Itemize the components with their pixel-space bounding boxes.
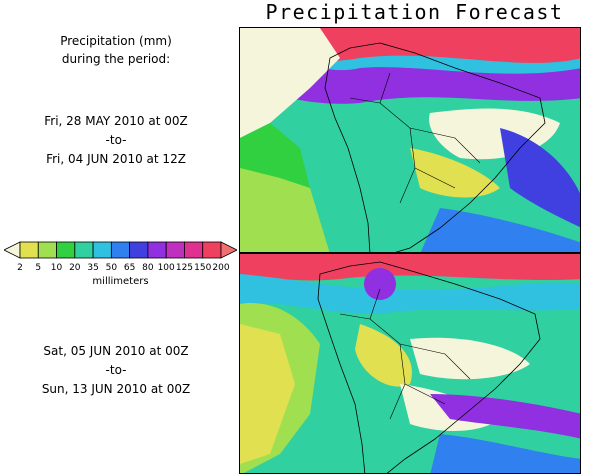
legend-swatch	[147, 241, 167, 259]
legend-tick-label: 35	[87, 263, 99, 273]
legend-arrow-low	[4, 241, 21, 259]
period-1-separator: -to-	[105, 133, 127, 147]
precip-light-pacific	[240, 168, 330, 252]
precip-map-period-1	[240, 28, 580, 252]
precip-heavy-north	[240, 254, 580, 281]
precip-very-light	[240, 324, 295, 464]
precip-south-atlantic	[420, 208, 580, 252]
legend-units: millimeters	[92, 276, 149, 287]
period-1-caption: Fri, 28 MAY 2010 at 00Z -to- Fri, 04 JUN…	[0, 112, 232, 169]
coastline-south-america	[324, 42, 546, 252]
precip-band-itcz	[240, 274, 580, 314]
legend-tick-label: 100	[157, 263, 175, 273]
legend-swatch	[37, 241, 57, 259]
caption: Precipitation (mm) during the period:	[0, 32, 232, 68]
caption-units: Precipitation (mm)	[60, 34, 172, 48]
legend-tick-label: 200	[212, 263, 230, 273]
legend-tick-label: 65	[123, 263, 136, 273]
precip-band-itcz	[240, 55, 580, 104]
legend-swatch	[202, 241, 222, 259]
dry-area-brazil	[410, 337, 530, 380]
precip-south-atlantic	[430, 434, 580, 473]
legend-tick-label: 5	[35, 263, 42, 273]
legend-tick-label: 50	[105, 263, 118, 273]
period-1-end: Fri, 04 JUN 2010 at 12Z	[46, 152, 186, 166]
coastline-south-america	[317, 261, 541, 473]
legend-colorbar	[4, 241, 237, 259]
legend-tick-label: 10	[50, 263, 63, 273]
legend-tick-label: 2	[17, 263, 23, 273]
country-borders	[349, 72, 481, 204]
color-legend: 2 5 10 20 35 50 65 80 100 125 150 200 millimeters	[4, 240, 237, 290]
dry-area-pacific	[240, 28, 340, 138]
legend-swatch	[19, 241, 39, 259]
map-period-1	[239, 27, 581, 253]
precip-heavy-atlantic	[500, 128, 580, 228]
precip-map-period-2	[240, 254, 580, 473]
period-2-start: Sat, 05 JUN 2010 at 00Z	[43, 344, 189, 358]
precip-light-interior	[355, 324, 412, 387]
legend-swatch	[56, 241, 76, 259]
legend-swatch	[74, 241, 94, 259]
legend-arrow-high	[220, 241, 237, 259]
legend-swatch	[110, 241, 131, 259]
precip-heavy-atlantic	[430, 394, 580, 439]
map-period-2	[239, 253, 581, 474]
legend-swatch	[92, 241, 112, 259]
precip-core-heavy	[364, 268, 396, 300]
period-2-separator: -to-	[105, 363, 127, 377]
period-2-caption: Sat, 05 JUN 2010 at 00Z -to- Sun, 13 JUN…	[0, 342, 232, 399]
legend-tick-label: 125	[175, 263, 194, 273]
legend-swatch	[165, 241, 185, 259]
legend-swatch	[184, 241, 204, 259]
legend-tick-label: 20	[69, 263, 81, 273]
map-title: Precipitation Forecast	[265, 0, 564, 24]
period-2-end: Sun, 13 JUN 2010 at 00Z	[41, 382, 191, 396]
country-borders	[339, 288, 471, 420]
legend-tick-label: 150	[194, 263, 212, 273]
period-1-start: Fri, 28 MAY 2010 at 00Z	[44, 114, 188, 128]
legend-swatch	[129, 241, 149, 259]
caption-period-label: during the period:	[61, 52, 171, 66]
legend-tick-label: 80	[142, 263, 154, 273]
precip-light-interior	[410, 148, 500, 198]
